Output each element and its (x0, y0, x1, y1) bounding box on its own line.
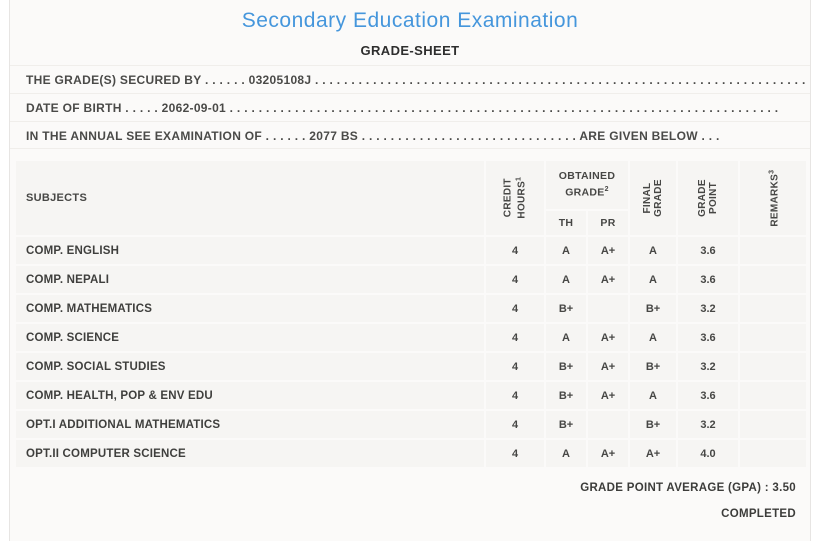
summary-section: GRADE POINT AVERAGE (GPA) : 3.50 COMPLET… (24, 482, 796, 520)
final-grade-cell: A (630, 237, 676, 264)
theory-grade-cell: B+ (546, 411, 586, 438)
info-line-date-of-birth: DATE OF BIRTH . . . . . 2062-09-01 . . .… (10, 93, 810, 121)
credit-hours-cell: 4 (486, 324, 544, 351)
final-grade-cell: A (630, 324, 676, 351)
subject-cell: COMP. HEALTH, POP & ENV EDU (16, 382, 484, 409)
grades-table-body: COMP. ENGLISH 4 A A+ A 3.6 COMP. NEPALI … (16, 237, 806, 467)
credit-hours-cell: 4 (486, 237, 544, 264)
grade-point-cell: 3.2 (678, 295, 738, 322)
subject-cell: OPT.II COMPUTER SCIENCE (16, 440, 484, 467)
credit-hours-cell: 4 (486, 266, 544, 293)
result-status: COMPLETED (721, 508, 796, 520)
credit-hours-cell: 4 (486, 353, 544, 380)
table-row: COMP. ENGLISH 4 A A+ A 3.6 (16, 237, 806, 264)
grade-point-cell: 3.6 (678, 382, 738, 409)
gpa-label: GRADE POINT AVERAGE (GPA) : (580, 482, 769, 494)
remarks-cell (740, 382, 806, 409)
final-grade-cell: A+ (630, 440, 676, 467)
table-row: OPT.I ADDITIONAL MATHEMATICS 4 B+ B+ 3.2 (16, 411, 806, 438)
theory-grade-cell: B+ (546, 382, 586, 409)
practical-grade-cell: A+ (588, 382, 628, 409)
practical-grade-cell: A+ (588, 324, 628, 351)
credit-hours-cell: 4 (486, 295, 544, 322)
table-row: OPT.II COMPUTER SCIENCE 4 A A+ A+ 4.0 (16, 440, 806, 467)
theory-grade-cell: A (546, 440, 586, 467)
student-info-section: THE GRADE(S) SECURED BY . . . . . . 0320… (10, 65, 810, 149)
practical-grade-cell: A+ (588, 237, 628, 264)
col-header-practical: PR (588, 211, 628, 235)
theory-grade-cell: B+ (546, 353, 586, 380)
col-header-final-grade: FINAL GRADE (630, 161, 676, 235)
table-row: COMP. MATHEMATICS 4 B+ B+ 3.2 (16, 295, 806, 322)
table-row: COMP. HEALTH, POP & ENV EDU 4 B+ A+ A 3.… (16, 382, 806, 409)
remarks-cell (740, 411, 806, 438)
info-line-examination-year: IN THE ANNUAL SEE EXAMINATION OF . . . .… (10, 121, 810, 149)
credit-hours-cell: 4 (486, 411, 544, 438)
remarks-cell (740, 266, 806, 293)
remarks-cell (740, 295, 806, 322)
gpa-value: 3.50 (772, 482, 796, 494)
practical-grade-cell (588, 411, 628, 438)
subject-cell: COMP. ENGLISH (16, 237, 484, 264)
remarks-cell (740, 237, 806, 264)
theory-grade-cell: A (546, 324, 586, 351)
col-header-remarks: REMARKS3 (740, 161, 806, 235)
final-grade-cell: A (630, 382, 676, 409)
subject-cell: COMP. SCIENCE (16, 324, 484, 351)
grade-sheet-page: Secondary Education Examination GRADE-SH… (9, 0, 811, 541)
theory-grade-cell: A (546, 237, 586, 264)
grade-sheet-heading: GRADE-SHEET (360, 43, 460, 58)
col-header-obtained-grade: OBTAINED GRADE2 (546, 161, 628, 209)
practical-grade-cell: A+ (588, 353, 628, 380)
info-line-grades-secured-by: THE GRADE(S) SECURED BY . . . . . . 0320… (10, 65, 810, 93)
final-grade-cell: B+ (630, 353, 676, 380)
subject-cell: COMP. NEPALI (16, 266, 484, 293)
practical-grade-cell (588, 295, 628, 322)
gpa-line: GRADE POINT AVERAGE (GPA) : 3.50 (24, 482, 796, 494)
col-header-grade-point: GRADE POINT (678, 161, 738, 235)
col-header-credit-hours: CREDIT HOURS1 (486, 161, 544, 235)
final-grade-cell: B+ (630, 295, 676, 322)
subject-cell: COMP. MATHEMATICS (16, 295, 484, 322)
final-grade-cell: B+ (630, 411, 676, 438)
remarks-cell (740, 353, 806, 380)
theory-grade-cell: A (546, 266, 586, 293)
practical-grade-cell: A+ (588, 266, 628, 293)
grades-table: SUBJECTS CREDIT HOURS1 OBTAINED GRADE2 FIN… (14, 159, 808, 469)
theory-grade-cell: B+ (546, 295, 586, 322)
table-row: COMP. SCIENCE 4 A A+ A 3.6 (16, 324, 806, 351)
col-header-subjects: SUBJECTS (16, 161, 484, 235)
grade-point-cell: 3.6 (678, 266, 738, 293)
grade-point-cell: 3.6 (678, 237, 738, 264)
grades-table-header: SUBJECTS CREDIT HOURS1 OBTAINED GRADE2 FIN… (16, 161, 806, 235)
table-row: COMP. SOCIAL STUDIES 4 B+ A+ B+ 3.2 (16, 353, 806, 380)
grade-point-cell: 3.2 (678, 353, 738, 380)
final-grade-cell: A (630, 266, 676, 293)
grade-point-cell: 3.6 (678, 324, 738, 351)
grade-point-cell: 3.2 (678, 411, 738, 438)
credit-hours-cell: 4 (486, 382, 544, 409)
remarks-cell (740, 324, 806, 351)
subject-cell: COMP. SOCIAL STUDIES (16, 353, 484, 380)
col-header-theory: TH (546, 211, 586, 235)
grade-point-cell: 4.0 (678, 440, 738, 467)
page-title: Secondary Education Examination (241, 9, 579, 32)
subject-cell: OPT.I ADDITIONAL MATHEMATICS (16, 411, 484, 438)
credit-hours-cell: 4 (486, 440, 544, 467)
practical-grade-cell: A+ (588, 440, 628, 467)
table-row: COMP. NEPALI 4 A A+ A 3.6 (16, 266, 806, 293)
remarks-cell (740, 440, 806, 467)
